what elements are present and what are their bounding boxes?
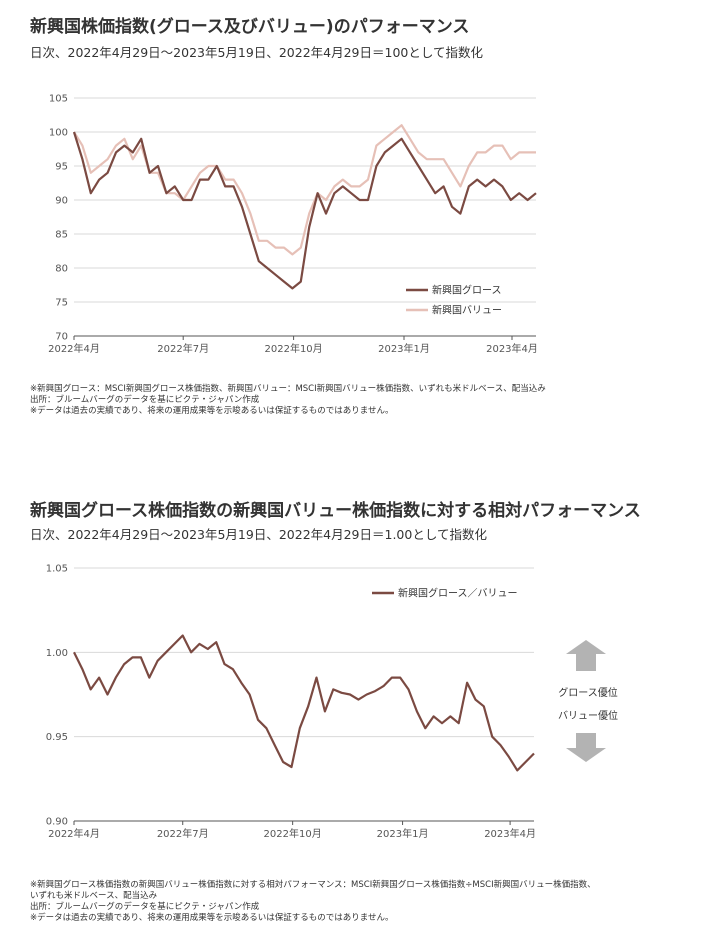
x-tick-label: 2023年1月 [378, 342, 430, 355]
chart2-note-2: いずれも米ドルベース、配当込み [30, 891, 158, 901]
y-tick-label: 105 [49, 94, 68, 105]
y-tick-label: 70 [55, 332, 68, 343]
y-tick-label: 85 [55, 230, 68, 241]
x-tick-label: 2023年1月 [377, 827, 429, 840]
chart2-note-1: ※新興国グロース株価指数の新興国バリュー株価指数に対する相対パフォーマンス：MS… [30, 880, 596, 890]
chart1-note-1: ※新興国グロース：MSCI新興国グロース株価指数、新興国バリュー：MSCI新興国… [30, 384, 546, 394]
legend-label: 新興国グロース／バリュー [398, 587, 518, 600]
x-tick-label: 2023年4月 [486, 342, 538, 355]
y-tick-label: 80 [55, 264, 68, 275]
y-tick-label: 1.05 [46, 564, 68, 575]
chart2-note-4: ※データは過去の実績であり、将来の運用成果等を示唆あるいは保証するものではありま… [30, 913, 394, 923]
chart1-subtitle: 日次、2022年4月29日～2023年5月19日、2022年4月29日＝100と… [30, 45, 483, 60]
legend-label: 新興国グロース [432, 284, 502, 297]
x-tick-label: 2022年4月 [48, 342, 100, 355]
chart2-subtitle: 日次、2022年4月29日～2023年5月19日、2022年4月29日＝1.00… [30, 527, 487, 542]
chart2-title: 新興国グロース株価指数の新興国バリュー株価指数に対する相対パフォーマンス [30, 501, 641, 521]
series-line-1 [72, 131, 537, 290]
y-tick-label: 90 [55, 196, 68, 207]
x-tick-label: 2022年4月 [48, 827, 100, 840]
y-tick-label: 1.00 [46, 648, 68, 659]
series-line-1 [73, 634, 535, 772]
growth-advantage-label: グロース優位 [558, 686, 618, 699]
value-advantage-label: バリュー優位 [558, 709, 618, 722]
chart2-note-3: 出所：ブルームバーグのデータを基にピクテ・ジャパン作成 [30, 902, 260, 912]
up-arrow-icon [566, 640, 606, 671]
chart1-note-3: ※データは過去の実績であり、将来の運用成果等を示唆あるいは保証するものではありま… [30, 406, 394, 416]
y-tick-label: 0.90 [46, 817, 68, 828]
y-tick-label: 0.95 [46, 732, 68, 743]
legend-label: 新興国バリュー [432, 304, 502, 317]
chart1-title: 新興国株価指数(グロース及びバリュー)のパフォーマンス [30, 17, 470, 37]
down-arrow-icon [566, 733, 606, 762]
y-tick-label: 100 [49, 128, 68, 139]
x-tick-label: 2022年10月 [264, 827, 322, 840]
y-tick-label: 95 [55, 162, 68, 173]
y-tick-label: 75 [55, 298, 68, 309]
chart1-note-2: 出所：ブルームバーグのデータを基にピクテ・ジャパン作成 [30, 395, 260, 405]
x-tick-label: 2023年4月 [484, 827, 536, 840]
x-tick-label: 2022年7月 [157, 827, 209, 840]
x-tick-label: 2022年10月 [265, 342, 323, 355]
x-tick-label: 2022年7月 [157, 342, 209, 355]
